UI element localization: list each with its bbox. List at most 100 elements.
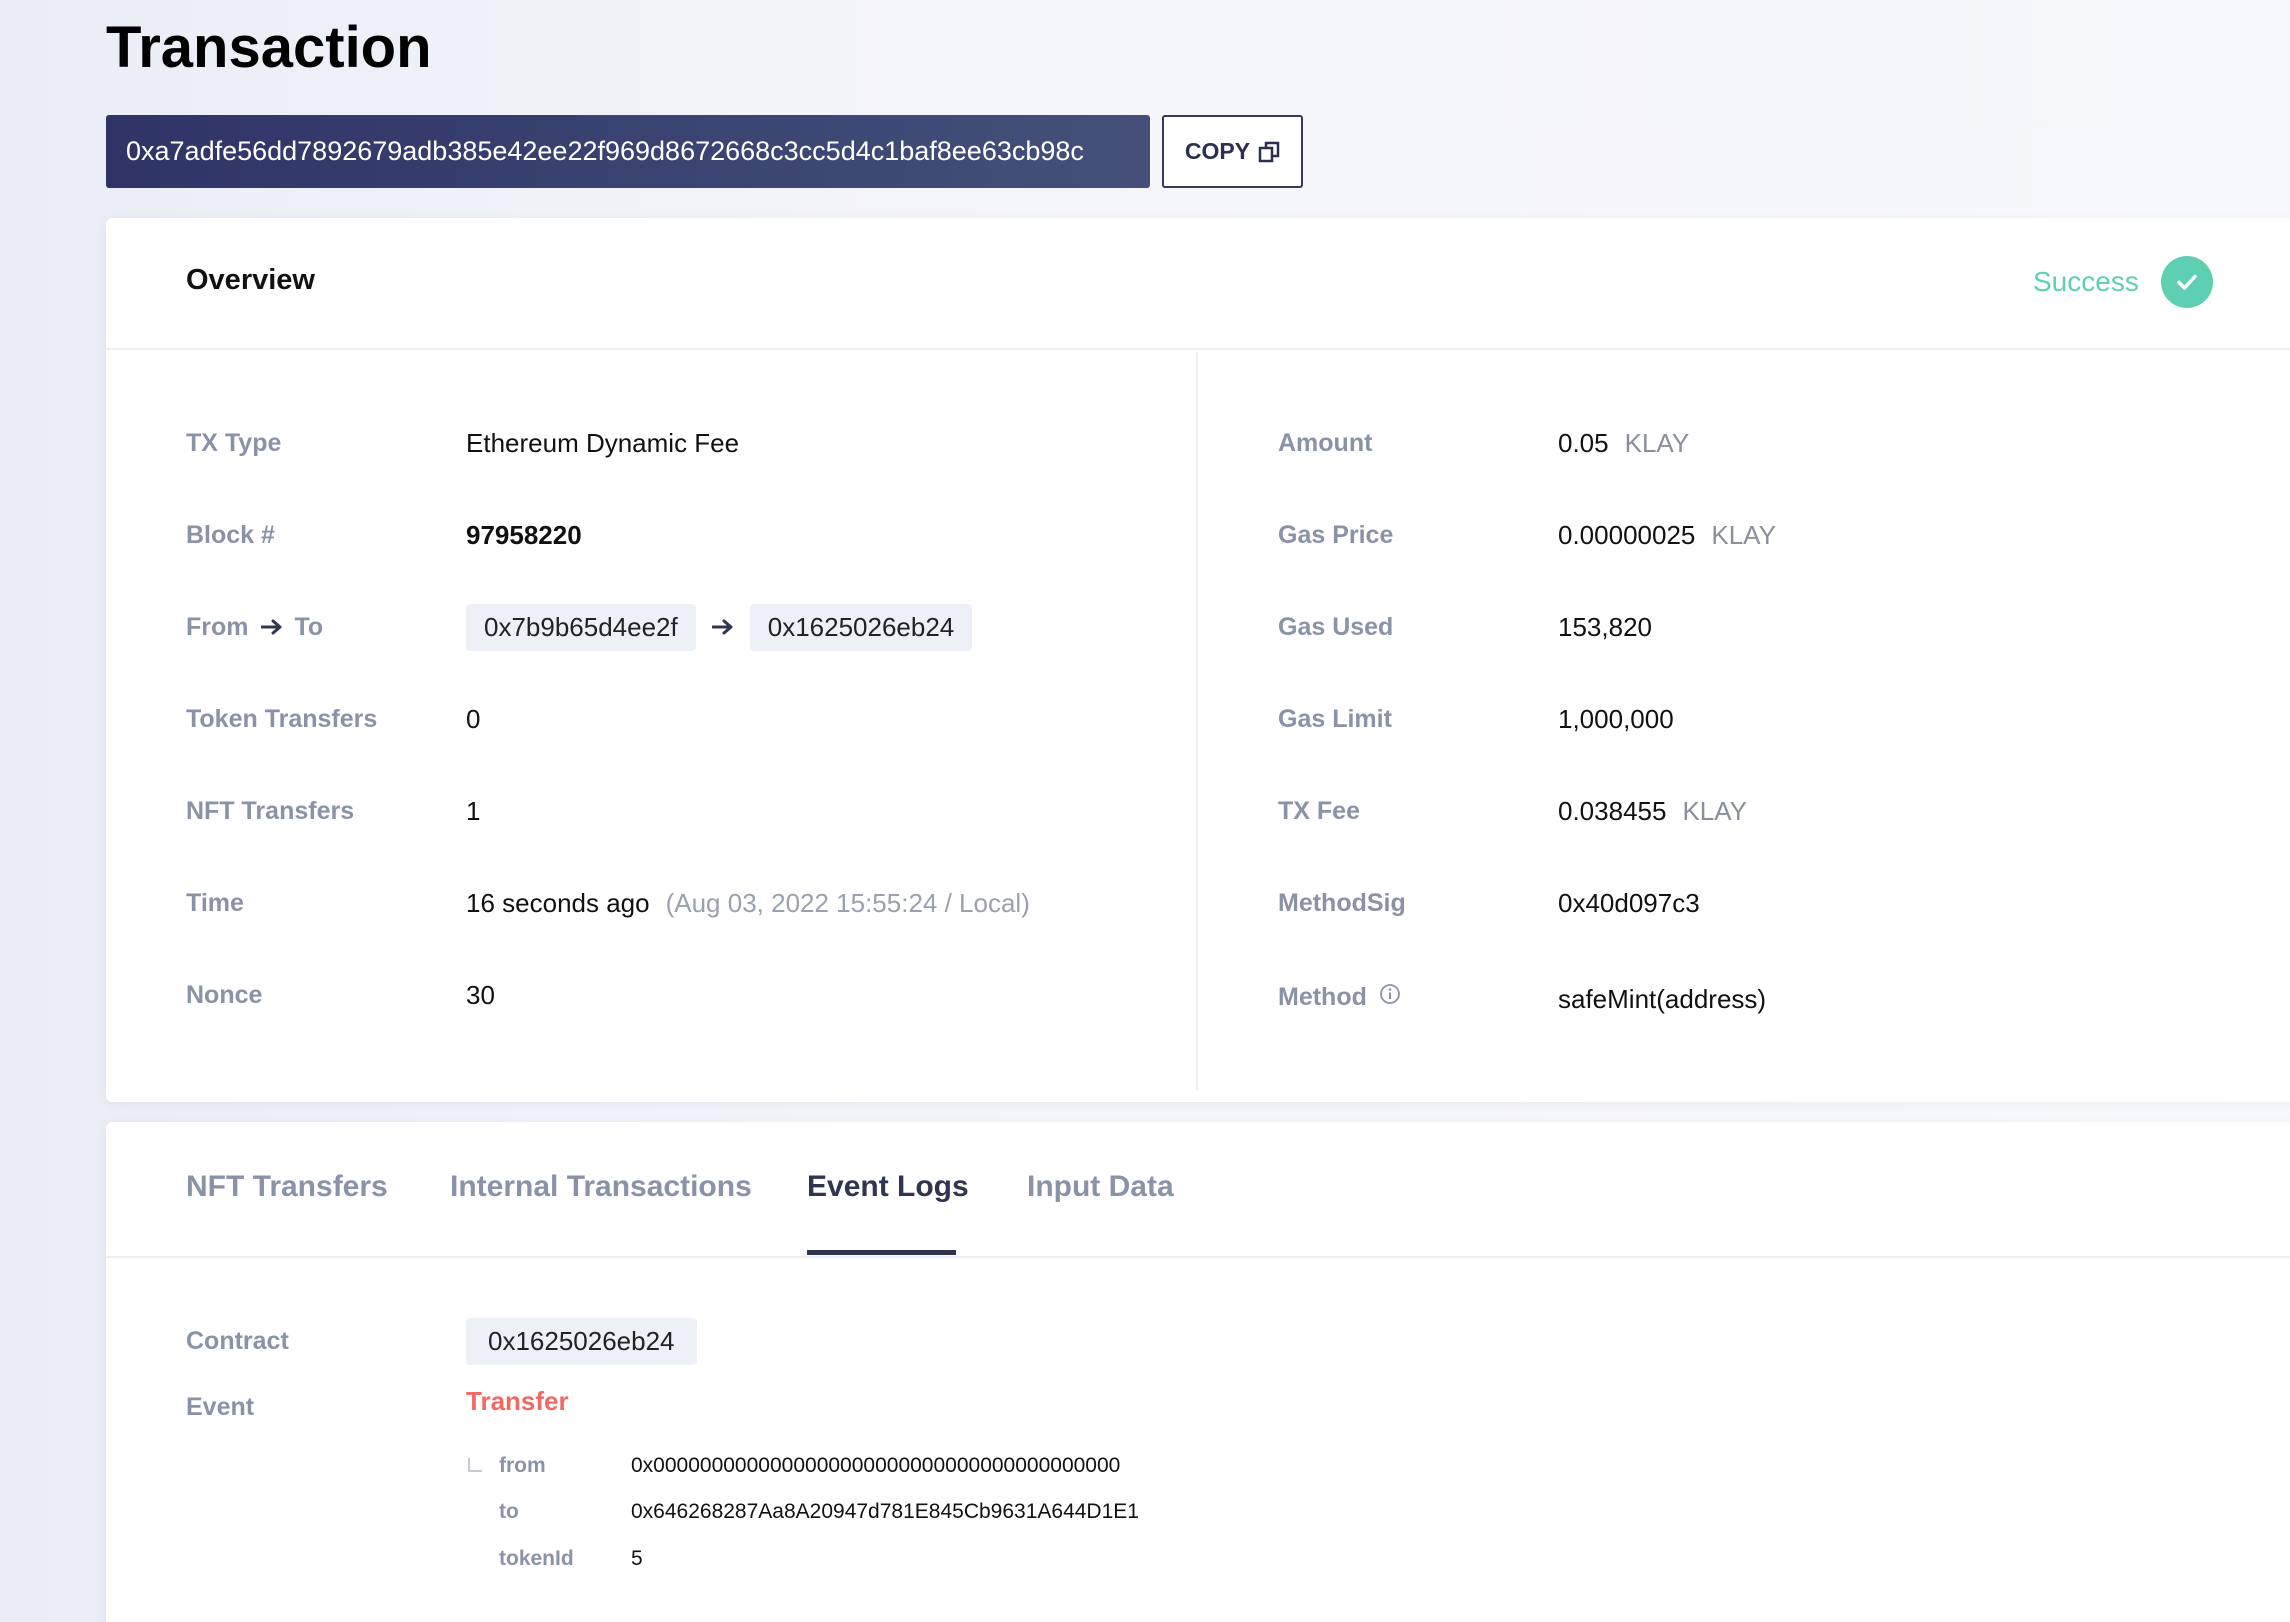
gas-used-label: Gas Used [1278,612,1394,641]
from-address-chip[interactable]: 0x7b9b65d4ee2f [466,603,696,651]
tx-type-label: TX Type [186,428,282,457]
time-label-row: Time [186,880,244,926]
event-label-row: Event [186,1384,254,1430]
success-check-icon [2160,256,2213,308]
token-transfers-label-row: Token Transfers [186,696,377,742]
time-label: Time [186,888,244,917]
overview-header: Overview Success [106,218,2290,350]
active-tab-indicator [807,1250,956,1255]
param-from-key-row: from [499,1450,546,1482]
arrow-right-icon [260,619,283,635]
tree-branch-icon [468,1458,482,1472]
nonce-label-row: Nonce [186,972,262,1018]
from-to-values: 0x7b9b65d4ee2f 0x1625026eb24 [466,603,973,651]
tab-nft-transfers[interactable]: NFT Transfers [186,1170,388,1203]
contract-label: Contract [186,1326,289,1355]
gas-price-unit: KLAY [1711,519,1776,550]
time-relative: 16 seconds ago [466,887,650,918]
token-transfers-label: Token Transfers [186,704,378,733]
gas-limit-label-row: Gas Limit [1278,696,1392,742]
time-value-row: 16 seconds ago (Aug 03, 2022 15:55:24 / … [466,880,1030,926]
param-to-key-row: to [499,1496,519,1528]
copy-icon [1258,141,1280,162]
amount-value-row: 0.05 KLAY [1558,420,1689,466]
event-label: Event [186,1392,255,1421]
time-absolute: (Aug 03, 2022 15:55:24 / Local) [665,887,1030,918]
tab-internal-transactions[interactable]: Internal Transactions [450,1170,752,1203]
param-value: 0x00000000000000000000000000000000000000… [631,1454,1121,1477]
column-divider [1196,352,1198,1090]
token-transfers-value: 0 [466,703,481,734]
nft-transfers-value-row: 1 [466,788,480,834]
amount-value: 0.05 [1558,427,1609,458]
nft-transfers-label: NFT Transfers [186,796,355,825]
param-tokenid-key-row: tokenId [499,1543,574,1575]
to-address-chip[interactable]: 0x1625026eb24 [749,603,973,651]
token-transfers-value-row: 0 [466,696,480,742]
details-tabs-card: NFT Transfers Internal Transactions Even… [106,1122,2290,1622]
from-to-value-row: 0x7b9b65d4ee2f 0x1625026eb24 [466,603,973,651]
from-to-label-row: From To [186,604,323,650]
gas-limit-label: Gas Limit [1278,704,1392,733]
block-value-row: 97958220 [466,512,582,558]
method-label-group: Method [1278,983,1401,1012]
from-label: From [186,612,249,641]
tx-fee-label: TX Fee [1278,796,1360,825]
tab-input-data[interactable]: Input Data [1027,1170,1174,1203]
overview-title: Overview [186,264,315,296]
tx-fee-value: 0.038455 [1558,795,1667,826]
gas-limit-value-row: 1,000,000 [1558,696,1674,742]
block-label-row: Block # [186,512,275,558]
time-values: 16 seconds ago (Aug 03, 2022 15:55:24 / … [466,888,1030,919]
tx-type-value: Ethereum Dynamic Fee [466,427,740,458]
method-label-row: Method [1278,974,1401,1020]
nonce-value: 30 [466,979,495,1010]
copy-button-label: COPY [1184,138,1251,164]
tx-fee-value-row: 0.038455 KLAY [1558,788,1747,834]
method-sig-value: 0x40d097c3 [1558,887,1700,918]
gas-used-value: 153,820 [1558,611,1652,642]
tx-type-label-row: TX Type [186,420,281,466]
gas-limit-value: 1,000,000 [1558,703,1674,734]
gas-price-value-row: 0.00000025 KLAY [1558,512,1776,558]
contract-address-chip[interactable]: 0x1625026eb24 [466,1317,697,1365]
nft-transfers-label-row: NFT Transfers [186,788,354,834]
tx-fee-values: 0.038455 KLAY [1558,796,1747,827]
contract-value-row: 0x1625026eb24 [466,1317,697,1365]
gas-price-label-row: Gas Price [1278,512,1393,558]
arrow-right-icon [711,619,734,635]
param-tokenid-value-row: 5 [631,1543,643,1575]
param-to-value-row: 0x646268287Aa8A20947d781E845Cb9631A644D1… [631,1496,1139,1528]
tx-fee-unit: KLAY [1682,795,1748,826]
method-label: Method [1278,982,1367,1011]
tx-fee-label-row: TX Fee [1278,788,1360,834]
method-value-row: safeMint(address) [1558,976,1766,1022]
info-icon[interactable] [1379,983,1401,1012]
status-text: Success [2033,266,2139,297]
gas-price-label: Gas Price [1278,520,1394,549]
block-number-link[interactable]: 97958220 [466,519,582,550]
method-sig-label-row: MethodSig [1278,880,1406,926]
overview-card: Overview Success TX Type Ethereum Dynami… [106,218,2290,1102]
nonce-label: Nonce [186,980,263,1009]
nonce-value-row: 30 [466,972,495,1018]
param-value: 5 [631,1547,643,1570]
gas-price-value: 0.00000025 [1558,519,1696,550]
param-key: tokenId [499,1547,574,1570]
gas-used-value-row: 153,820 [1558,604,1652,650]
amount-label: Amount [1278,428,1373,457]
to-label: To [294,612,324,641]
gas-price-values: 0.00000025 KLAY [1558,520,1776,551]
amount-values: 0.05 KLAY [1558,428,1689,459]
tx-hash-display[interactable]: 0xa7adfe56dd7892679adb385e42ee22f969d867… [106,115,1150,188]
param-key: to [499,1500,519,1523]
param-value: 0x646268287Aa8A20947d781E845Cb9631A644D1… [631,1500,1139,1523]
copy-button[interactable]: COPY [1162,115,1303,188]
method-sig-label: MethodSig [1278,888,1406,917]
method-value: safeMint(address) [1558,983,1767,1014]
tab-event-logs[interactable]: Event Logs [807,1170,969,1203]
status-badge: Success [2033,256,2213,308]
block-label: Block # [186,520,275,549]
event-name: Transfer [466,1385,569,1416]
